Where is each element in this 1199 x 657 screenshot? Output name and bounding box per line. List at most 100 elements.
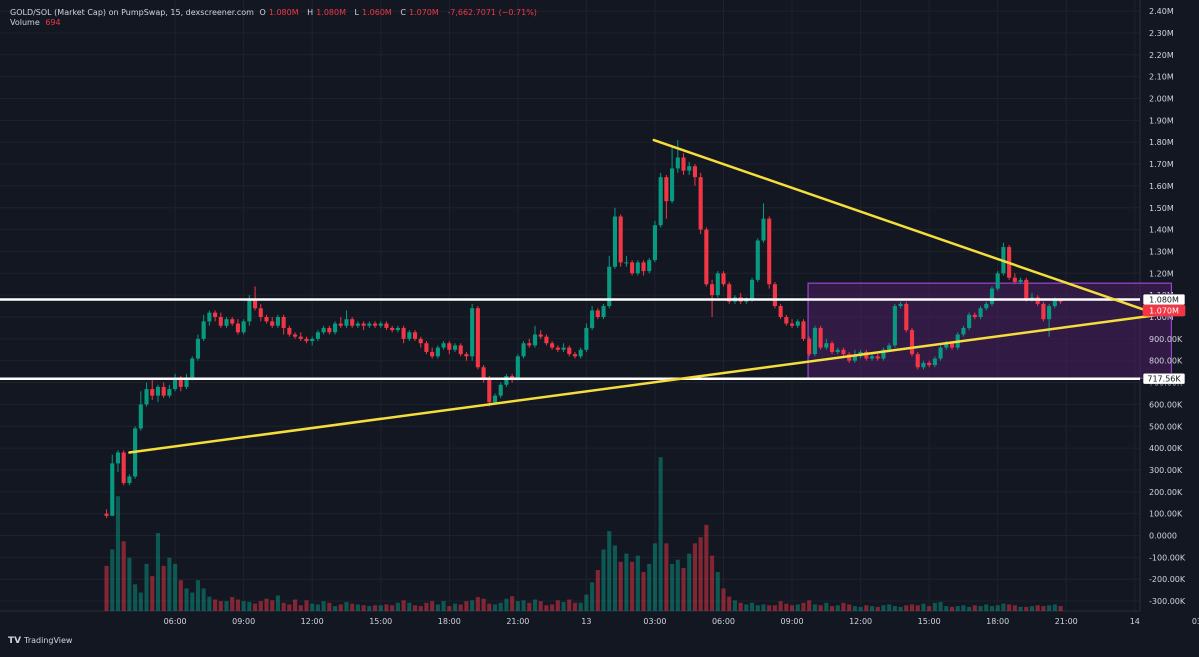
tradingview-brand[interactable]: TV TradingView — [8, 636, 72, 646]
candle-up — [675, 157, 680, 169]
candle-up — [167, 389, 172, 396]
volume-bar — [487, 603, 492, 611]
volume-bar — [515, 601, 520, 611]
candle-up — [470, 308, 475, 357]
volume-bar — [658, 457, 663, 611]
candle-up — [687, 166, 692, 171]
candle-down — [704, 229, 709, 285]
x-tick-label: 15:00 — [918, 617, 941, 626]
volume-bar — [961, 605, 966, 611]
y-tick-label: -100.00K — [1149, 553, 1186, 562]
grid-lines — [0, 0, 1141, 612]
volume-bar — [315, 604, 320, 611]
x-tick-label: 13 — [581, 617, 591, 626]
volume-bar — [435, 604, 440, 611]
range-box-layer — [807, 282, 1172, 379]
volume-bar — [344, 601, 349, 611]
candle-down — [767, 218, 772, 285]
symbol-title[interactable]: GOLD/SOL (Market Cap) on PumpSwap, 15, d… — [10, 8, 254, 17]
y-tick-label: 2.10M — [1149, 73, 1174, 82]
volume-bar — [178, 580, 183, 611]
volume-bar — [949, 606, 955, 611]
volume-bar — [978, 606, 983, 611]
x-tick-label: 03:00 — [1192, 617, 1199, 626]
volume-bar — [378, 605, 383, 611]
candle-down — [481, 367, 486, 379]
volume-bar — [721, 588, 726, 611]
volume-bar — [715, 572, 720, 611]
volume-bar — [744, 604, 749, 611]
y-tick-label: 1.20M — [1149, 269, 1174, 278]
candle-up — [452, 345, 458, 350]
candle-down — [567, 347, 572, 355]
y-tick-label: 2.40M — [1149, 7, 1174, 16]
candle-up — [835, 349, 840, 352]
price-axis[interactable]: 2.40M 2.30M 2.20M 2.10M 2.00M 1.90M 1.80M 1.70M… — [1149, 7, 1186, 606]
x-tick-label: 03:00 — [643, 617, 666, 626]
volume-bar — [247, 601, 252, 611]
volume-bar — [304, 600, 309, 611]
candle-up — [938, 347, 943, 359]
y-tick-label: 400.00K — [1149, 444, 1183, 453]
candle-down — [401, 327, 406, 339]
volume-bar — [578, 602, 583, 611]
price-label-box — [1142, 372, 1186, 385]
volume-bar — [321, 601, 326, 611]
volume-bar — [698, 537, 703, 611]
candle-down — [841, 349, 846, 355]
candle-down — [235, 323, 240, 333]
candle-down — [361, 323, 366, 326]
volume-bar — [921, 603, 926, 611]
volume-bar — [967, 606, 972, 611]
candle-down — [372, 323, 378, 326]
volume-bar — [590, 582, 595, 611]
time-axis[interactable]: 06:00 09:00 12:00 15:00 18:00 21:00 13 03:00 06:… — [164, 617, 1199, 626]
candle-up — [1018, 279, 1023, 283]
volume-bar — [938, 601, 943, 611]
volume-bar — [847, 604, 852, 611]
volume-bar — [887, 604, 892, 611]
volume-bar — [789, 605, 795, 611]
candle-down — [784, 317, 789, 324]
candle-up — [561, 347, 566, 350]
volume-bar — [555, 600, 560, 611]
volume-bar — [167, 557, 172, 611]
y-tick-label: 2.20M — [1149, 51, 1174, 60]
price-label: 1.080M — [1142, 293, 1186, 306]
volume-bar — [390, 605, 395, 611]
volume-bar — [418, 606, 423, 611]
candle-down — [698, 177, 703, 230]
volume-bar — [704, 524, 709, 611]
volume-bar — [612, 545, 618, 611]
volume-bar — [481, 598, 486, 611]
tradingview-logo-icon: TV — [8, 636, 22, 646]
volume-bar — [784, 603, 789, 611]
volume-bar — [607, 531, 612, 611]
candle-up — [367, 323, 372, 326]
candle-up — [344, 319, 349, 326]
candle-down — [555, 347, 560, 350]
x-tick-label: 06:00 — [164, 617, 187, 626]
volume-row: Volume 694 — [10, 18, 540, 28]
volume-bar — [293, 599, 298, 611]
y-tick-label: 1.00M — [1149, 313, 1174, 322]
volume-label[interactable]: Volume — [10, 18, 40, 27]
candle-up — [521, 343, 526, 357]
candle-down — [875, 356, 880, 359]
volume-bar — [367, 606, 372, 611]
volume-bar — [972, 605, 977, 611]
legend-header: GOLD/SOL (Market Cap) on PumpSwap, 15, d… — [10, 8, 540, 28]
volume-bar — [927, 606, 932, 611]
volume-bar — [858, 606, 863, 611]
candle-down — [475, 308, 480, 368]
candle-down — [664, 177, 669, 202]
candle-up — [195, 338, 201, 359]
candle-down — [424, 343, 429, 352]
candle-down — [327, 327, 332, 333]
volume-bar — [121, 541, 126, 611]
candle-down — [178, 378, 183, 387]
price-label-text: 1.080M — [1149, 296, 1179, 305]
volume-bar — [710, 555, 715, 611]
